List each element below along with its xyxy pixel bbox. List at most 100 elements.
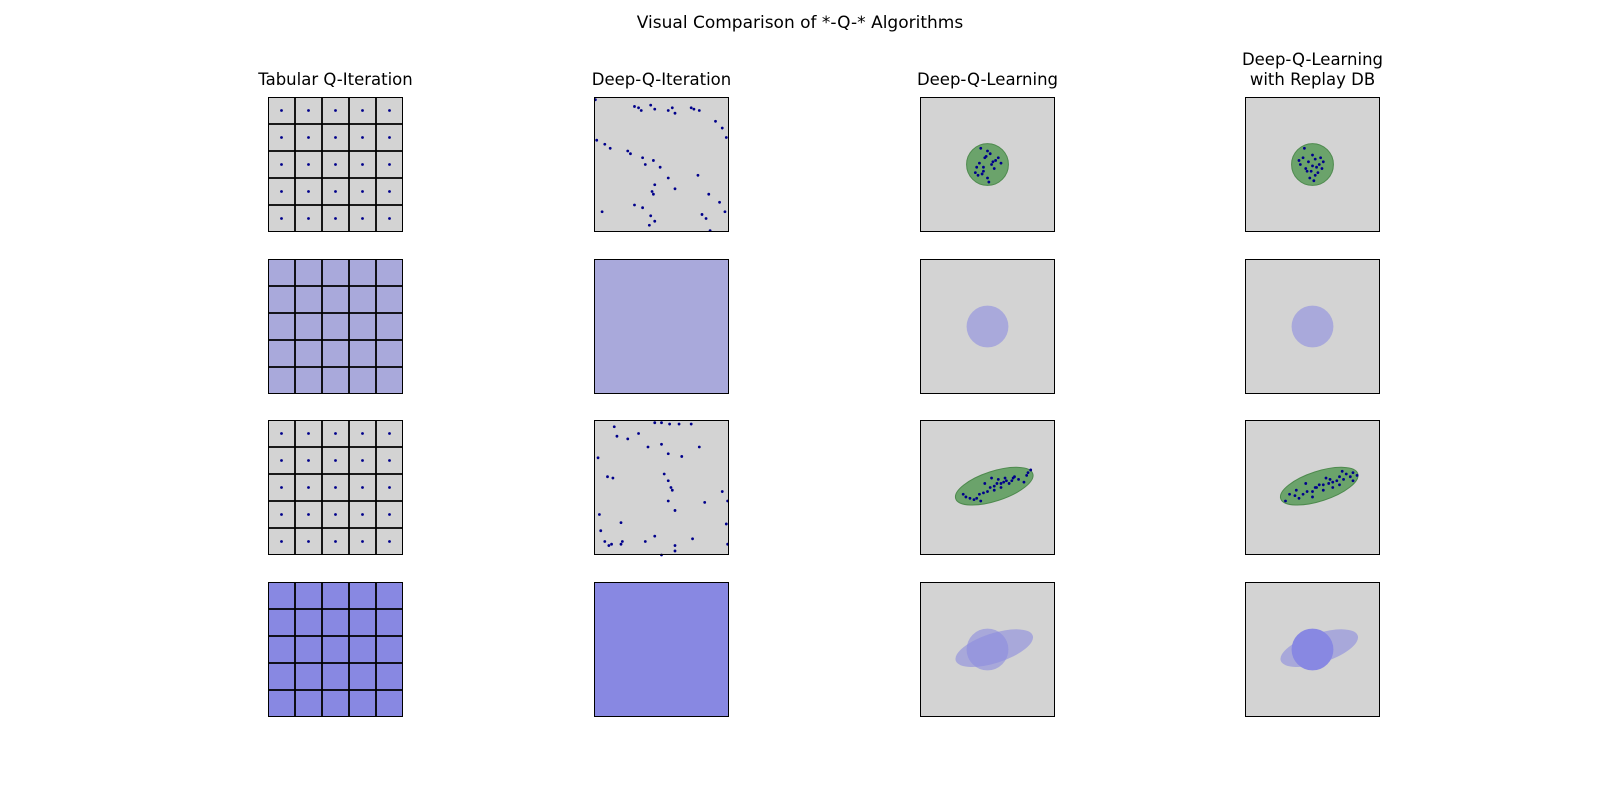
panel-background	[268, 259, 403, 394]
sample-point	[361, 486, 364, 489]
sample-point	[978, 161, 981, 165]
sample-point	[979, 499, 983, 503]
sample-point	[650, 190, 654, 193]
sample-point	[307, 190, 310, 193]
sample-point	[1311, 153, 1314, 157]
sample-point	[1328, 478, 1332, 481]
sample-point	[596, 456, 600, 460]
sample-point	[673, 111, 677, 115]
sample-point	[361, 163, 364, 166]
sample-point	[388, 136, 391, 139]
panel-frame	[920, 582, 1055, 717]
sample-point	[619, 521, 623, 524]
sample-point	[361, 540, 364, 543]
sample-point	[1293, 494, 1297, 497]
sample-point	[643, 540, 647, 543]
sample-point	[307, 109, 310, 112]
sample-point	[982, 169, 985, 173]
sample-point	[361, 459, 364, 462]
sample-point	[999, 482, 1003, 485]
sample-point	[388, 432, 391, 435]
sample-point	[1327, 482, 1331, 485]
sample-point	[280, 109, 283, 112]
sample-point	[995, 482, 999, 485]
panel-frame	[268, 582, 403, 717]
column-title: Deep-Q-Learning	[916, 70, 1059, 89]
panel-frame	[1245, 420, 1380, 555]
sample-point	[388, 109, 391, 112]
sample-point	[361, 513, 364, 516]
sample-point	[669, 486, 673, 489]
sample-point	[641, 156, 644, 160]
panel-frame	[920, 259, 1055, 394]
sample-point	[646, 445, 650, 449]
sample-point	[999, 486, 1003, 489]
panel-deep-iteration-row-1	[593, 97, 729, 233]
sample-point	[606, 475, 609, 479]
sample-point	[1311, 495, 1314, 499]
sample-point	[1348, 475, 1352, 479]
sample-point	[720, 126, 724, 130]
sample-point	[280, 513, 283, 516]
sample-point	[1297, 159, 1301, 162]
sample-point	[1307, 160, 1310, 164]
coverage-circle	[1291, 305, 1334, 348]
sample-point	[307, 486, 310, 489]
sample-point	[964, 495, 968, 499]
sample-point	[653, 219, 657, 223]
sample-point	[280, 459, 283, 462]
sample-point	[1315, 165, 1318, 169]
sample-point	[1309, 169, 1313, 173]
sample-point	[992, 484, 996, 488]
sample-point	[653, 421, 657, 425]
sample-point	[986, 176, 989, 180]
sample-point	[641, 206, 644, 210]
sample-point	[1311, 164, 1314, 168]
sample-point	[700, 213, 704, 216]
sample-point	[986, 490, 989, 493]
sample-point	[334, 513, 337, 516]
sample-point	[1324, 476, 1328, 480]
sample-point	[280, 217, 283, 220]
sample-point	[1321, 488, 1325, 492]
coverage-circle	[966, 305, 1009, 348]
sample-point	[707, 192, 711, 196]
panel-tabular-row-4	[268, 582, 403, 717]
panel-deep-learning-row-3	[920, 420, 1055, 555]
sample-point	[1010, 479, 1014, 483]
sample-point	[697, 109, 701, 112]
sample-point	[660, 421, 663, 425]
sample-point	[1312, 179, 1316, 183]
panel-frame	[594, 420, 729, 555]
sample-point	[307, 513, 310, 516]
sample-point	[1303, 146, 1306, 150]
sample-point	[653, 107, 657, 111]
panel-frame	[1245, 259, 1380, 394]
sample-point	[280, 190, 283, 193]
sample-point	[643, 163, 647, 166]
sample-point	[361, 109, 364, 112]
sample-point	[280, 540, 283, 543]
sample-point	[647, 223, 651, 227]
sample-point	[999, 161, 1003, 165]
sample-point	[1029, 468, 1033, 472]
sample-point	[608, 146, 612, 150]
sample-point	[1305, 490, 1309, 493]
sample-point	[388, 513, 391, 516]
sample-point	[1342, 478, 1345, 481]
sample-point	[1301, 492, 1305, 496]
sample-point	[637, 432, 640, 435]
sample-point	[991, 160, 995, 164]
sample-point	[996, 478, 1000, 481]
sample-point	[673, 187, 677, 191]
panel-frame	[594, 259, 729, 394]
sample-point	[1313, 173, 1317, 177]
sample-point	[680, 455, 684, 458]
sample-point	[334, 136, 337, 139]
panel-tabular-row-3	[268, 420, 403, 555]
sample-point	[1331, 486, 1335, 489]
sample-point	[1017, 478, 1020, 481]
sample-point	[1003, 476, 1007, 480]
sample-point	[1340, 469, 1344, 473]
panel-deep-iteration-row-3	[594, 420, 730, 557]
